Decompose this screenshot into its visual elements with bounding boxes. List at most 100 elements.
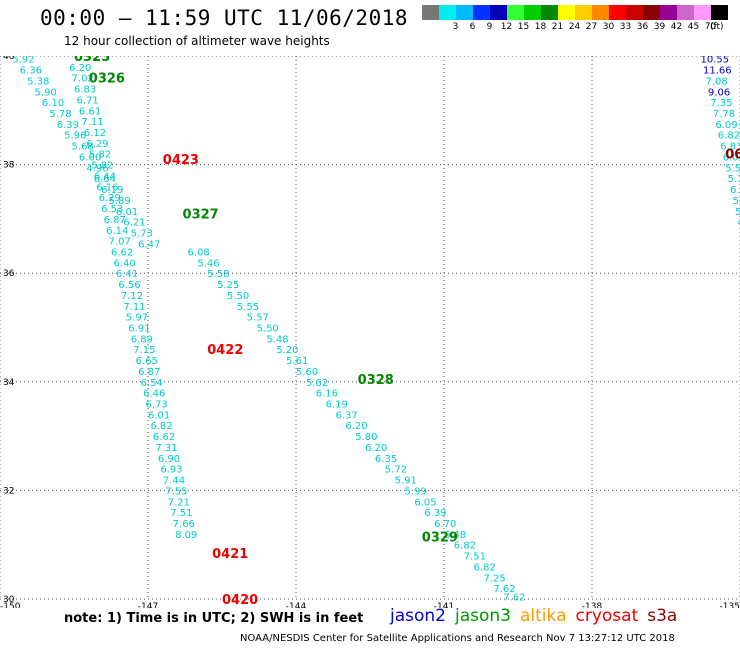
swh-value: 5.80 bbox=[355, 432, 377, 443]
swh-value: 7.21 bbox=[168, 497, 190, 508]
pass-time-label: 0326 bbox=[89, 72, 125, 87]
swh-value: 6.54 bbox=[141, 378, 163, 389]
swh-value: 7.62 bbox=[503, 592, 525, 603]
scale-tick-label: 24 bbox=[568, 22, 581, 32]
scale-unit-label: (ft) bbox=[710, 22, 724, 32]
longitude-label: -150 bbox=[0, 602, 21, 608]
swh-value: 5.72 bbox=[385, 465, 407, 476]
swh-value: 7.78 bbox=[713, 109, 735, 120]
scale-swatch bbox=[677, 5, 694, 20]
longitude-label: -147 bbox=[138, 602, 158, 608]
swh-value: 6.36 bbox=[20, 66, 42, 77]
latitude-label: 38 bbox=[3, 161, 15, 171]
swh-value: 6.21 bbox=[123, 218, 145, 229]
swh-value: 7.62 bbox=[493, 584, 515, 595]
swh-value: 7.44 bbox=[163, 476, 185, 487]
swh-value: 6.44 bbox=[94, 171, 116, 182]
swh-value: 6.93 bbox=[160, 465, 182, 476]
swh-value: 6.35 bbox=[375, 454, 397, 465]
swh-value: 5.38 bbox=[27, 76, 49, 87]
swh-value: 6.89 bbox=[131, 334, 153, 345]
swh-value: 6.62 bbox=[153, 432, 175, 443]
swh-value: 6.09 bbox=[715, 120, 737, 131]
pass-time-label: 0329 bbox=[422, 531, 458, 546]
scale-tick-label: 70 bbox=[704, 22, 717, 32]
swh-value: 5.50 bbox=[257, 324, 279, 335]
swh-value: 5.90 bbox=[35, 87, 57, 98]
longitude-labels: -150 -147 -144 -141 -138 -135 bbox=[0, 602, 740, 608]
scale-swatch bbox=[524, 5, 541, 20]
swh-value: 6.87 bbox=[138, 367, 160, 378]
satellite-legend-entry: jason3 bbox=[455, 606, 511, 626]
scale-swatch bbox=[541, 5, 558, 20]
swh-value: 6.20 bbox=[345, 421, 367, 432]
swh-value: 5.58 bbox=[207, 269, 229, 280]
swh-value: 7.51 bbox=[464, 552, 486, 563]
swh-value: 6.73 bbox=[146, 400, 168, 411]
pass-time-label: 0421 bbox=[212, 547, 248, 562]
scale-swatch bbox=[507, 5, 524, 20]
swh-value: 6.46 bbox=[143, 389, 165, 400]
swh-value: 5.25 bbox=[217, 280, 239, 291]
swh-value: 5.78 bbox=[733, 196, 740, 207]
scale-swatch bbox=[473, 5, 490, 20]
swh-value: 6.83 bbox=[74, 85, 96, 96]
swh-value: 5.60 bbox=[296, 367, 318, 378]
swh-value: 6.82 bbox=[150, 421, 172, 432]
swh-value: 6.56 bbox=[118, 280, 140, 291]
scale-tick-label: 15 bbox=[517, 22, 530, 32]
swh-value: 6.71 bbox=[76, 95, 98, 106]
pass-time-label: 0328 bbox=[358, 373, 394, 388]
swh-value: 5.91 bbox=[395, 476, 417, 487]
latitude-label: 34 bbox=[3, 378, 15, 388]
swh-value: 6.47 bbox=[138, 239, 160, 250]
pass-labels: 0325 0326 0423 0327 0422 0328 0329 0421 0420 06 bbox=[74, 56, 740, 608]
scale-swatch bbox=[609, 5, 626, 20]
satellite-legend-entry: cryosat bbox=[575, 606, 639, 626]
scale-swatch bbox=[592, 5, 609, 20]
swh-value: 7.07 bbox=[109, 237, 131, 248]
credit-line: NOAA/NESDIS Center for Satellite Applica… bbox=[240, 633, 675, 644]
scale-swatch bbox=[422, 5, 439, 20]
pass-time-label: 0420 bbox=[222, 593, 258, 608]
pass-time-label: 0327 bbox=[183, 207, 219, 222]
map-background bbox=[0, 56, 740, 608]
satellite-legend-entry: altika bbox=[520, 606, 567, 626]
swh-value: 5.97 bbox=[126, 313, 148, 324]
satellite-legend-entry: jason2 bbox=[390, 606, 446, 626]
swh-value: 6.37 bbox=[335, 410, 357, 421]
swh-value: 6.14 bbox=[106, 226, 128, 237]
scale-tick-label: 18 bbox=[534, 22, 547, 32]
swh-value: 5.82 bbox=[89, 150, 111, 161]
swh-value: 6.62 bbox=[111, 247, 133, 258]
swh-value: 5.62 bbox=[306, 378, 328, 389]
swh-value: 6.87 bbox=[104, 215, 126, 226]
swh-value: 7.08 bbox=[705, 76, 727, 87]
swh-value: 6.20 bbox=[69, 63, 91, 74]
scale-swatch bbox=[694, 5, 711, 20]
longitude-label: -138 bbox=[582, 602, 603, 608]
scale-tick-label: 9 bbox=[486, 22, 493, 32]
scale-swatch bbox=[660, 5, 677, 20]
swh-value: 5.48 bbox=[266, 334, 288, 345]
swh-value: 7.11 bbox=[123, 302, 145, 313]
scale-swatch bbox=[711, 5, 728, 20]
swh-value: 6.16 bbox=[96, 182, 118, 193]
swh-value: 7.35 bbox=[710, 98, 732, 109]
latitude-label: 32 bbox=[3, 486, 14, 496]
swh-value: 6.20 bbox=[365, 443, 387, 454]
swh-value: 6.39 bbox=[57, 120, 79, 131]
map-title: 00:00 – 11:59 UTC 11/06/2018 bbox=[40, 6, 409, 30]
swh-value: 4.96 bbox=[86, 163, 108, 174]
swh-value: 6.65 bbox=[136, 356, 158, 367]
swh-value: 5.50 bbox=[227, 291, 249, 302]
swh-value: 6.61 bbox=[79, 106, 101, 117]
swh-value: 5.20 bbox=[276, 345, 298, 356]
swh-value: 8.09 bbox=[175, 530, 197, 541]
swh-value: 5.46 bbox=[197, 258, 219, 269]
scale-tick-label: 27 bbox=[585, 22, 598, 32]
swh-value: 6.29 bbox=[86, 139, 108, 150]
scale-tick-label: 42 bbox=[670, 22, 683, 32]
scale-swatch bbox=[456, 5, 473, 20]
scale-tick-label: 39 bbox=[653, 22, 666, 32]
